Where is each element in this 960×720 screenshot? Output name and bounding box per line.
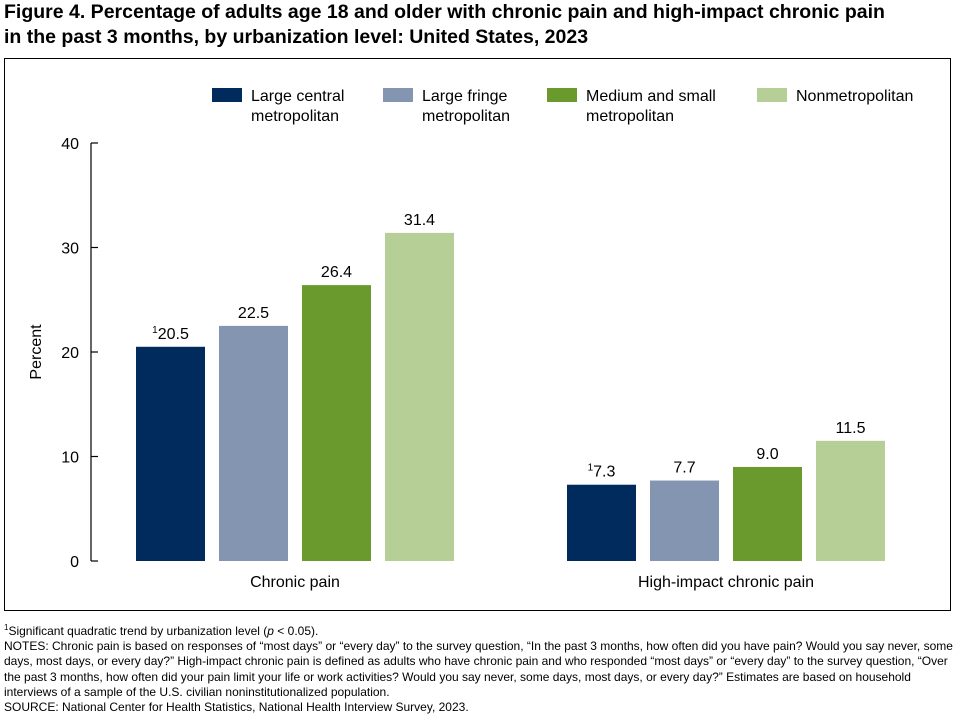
bar (385, 232, 454, 561)
bar (567, 484, 636, 561)
data-label: 26.4 (321, 264, 352, 281)
notes-text: NOTES: Chronic pain is based on response… (4, 639, 953, 699)
legend-swatch (212, 88, 242, 102)
legend-label: Large central (251, 88, 344, 105)
figure-title: Figure 4. Percentage of adults age 18 an… (4, 1, 885, 48)
legend-label: Large fringe (422, 88, 507, 105)
footnote-tail: < 0.05). (273, 624, 319, 638)
y-tick-label: 0 (70, 554, 79, 571)
y-tick-label: 20 (61, 345, 79, 362)
footnote-p: p (267, 624, 274, 638)
category-label: High-impact chronic pain (638, 574, 814, 591)
data-label: 120.5 (152, 325, 189, 343)
category-label: Chronic pain (250, 574, 340, 591)
footnote-1: 1Significant quadratic trend by urbaniza… (4, 624, 954, 639)
footnote-text: Significant quadratic trend by urbanizat… (8, 624, 268, 638)
bar (219, 325, 288, 561)
bar (136, 346, 205, 561)
figure-notes: 1Significant quadratic trend by urbaniza… (4, 624, 954, 715)
y-tick-label: 10 (61, 450, 79, 467)
data-label-value: 7.3 (593, 464, 615, 481)
legend-swatch (383, 88, 413, 102)
legend-label: metropolitan (251, 108, 339, 125)
data-label: 11.5 (836, 420, 866, 437)
data-label-value: 20.5 (158, 326, 189, 343)
legend-label: metropolitan (586, 108, 674, 125)
legend-label: metropolitan (422, 108, 510, 125)
y-axis-label: Percent (28, 324, 45, 380)
legend-label: Medium and small (586, 88, 716, 105)
bar (733, 466, 802, 561)
legend-swatch (547, 88, 577, 102)
data-label: 31.4 (404, 212, 435, 229)
data-label: 7.7 (673, 460, 695, 477)
legend-label: Nonmetropolitan (796, 88, 913, 105)
data-label: 22.5 (238, 305, 269, 322)
source-text: SOURCE: National Center for Health Stati… (4, 700, 469, 715)
legend-swatch (757, 88, 787, 102)
chart-frame: 0 10 20 30 40 Percent 120.5 17.3 22.5 7.7 26.4 9.0 3… (4, 58, 951, 611)
bar (650, 480, 719, 561)
footnote-marker: 1 (4, 623, 9, 632)
data-label-footnote: 1 (152, 325, 158, 336)
bar (816, 440, 885, 561)
data-label: 17.3 (588, 463, 616, 481)
y-tick-label: 30 (61, 241, 79, 258)
data-label-footnote: 1 (588, 463, 594, 474)
bar (302, 285, 371, 561)
y-tick-label: 40 (61, 136, 79, 153)
data-label: 9.0 (756, 446, 778, 463)
